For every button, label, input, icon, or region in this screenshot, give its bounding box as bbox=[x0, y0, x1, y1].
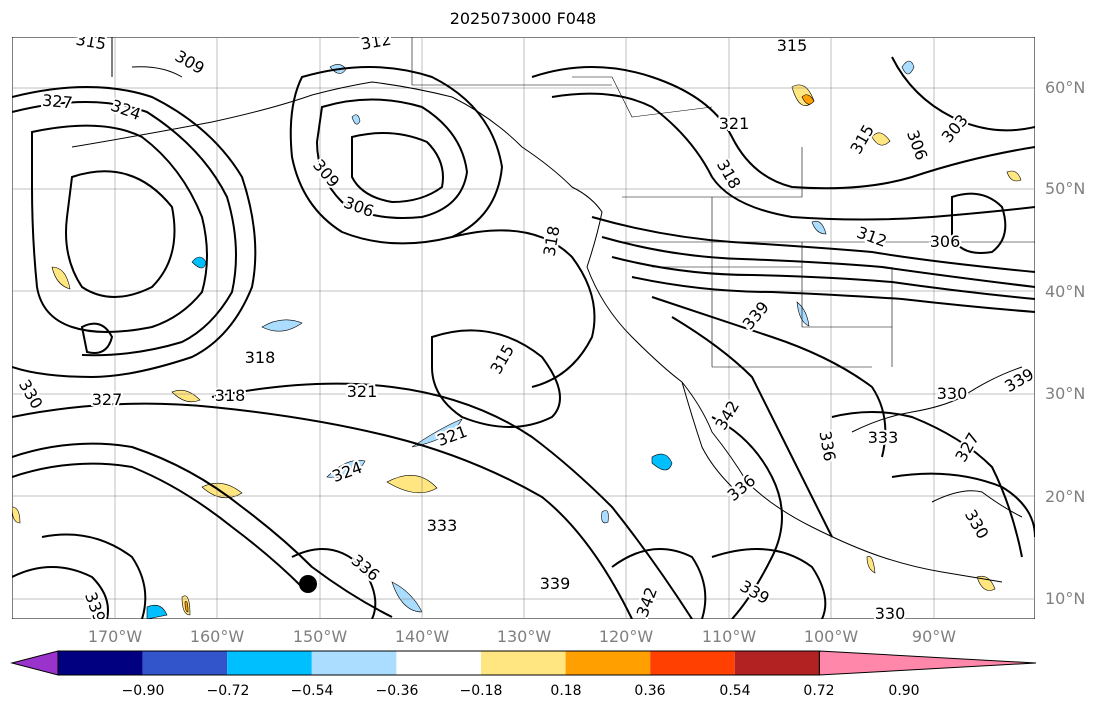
coastlines bbox=[71, 37, 1023, 583]
lon-label-160w: 160°W bbox=[189, 627, 245, 646]
colorbar-tick-label: 0.72 bbox=[803, 683, 835, 699]
lon-label-140w: 140°W bbox=[394, 627, 450, 646]
colorbar-tick-label: 0.18 bbox=[550, 683, 582, 699]
colorbar-segment bbox=[396, 651, 481, 675]
colorbar-tick-label: 0.36 bbox=[634, 683, 666, 699]
colorbar-tick-label: 0.90 bbox=[888, 683, 920, 699]
lat-label-20n: 20°N bbox=[1045, 487, 1086, 506]
contour-label: 327 bbox=[41, 91, 73, 113]
colorbar-tick-label: −0.90 bbox=[121, 683, 165, 699]
colorbar-segment bbox=[734, 651, 820, 675]
contour-lines bbox=[12, 56, 1035, 619]
colorbar-tick-label: −0.54 bbox=[290, 683, 334, 699]
lon-label-120w: 120°W bbox=[598, 627, 654, 646]
contour-label: 333 bbox=[868, 428, 899, 447]
lat-label-50n: 50°N bbox=[1045, 179, 1086, 198]
contour-label: 306 bbox=[930, 232, 961, 251]
colorbar-tick-label: −0.36 bbox=[375, 683, 419, 699]
lon-label-90w: 90°W bbox=[911, 627, 957, 646]
colorbar-extend-min bbox=[10, 650, 59, 676]
colorbar-tick-label: −0.72 bbox=[206, 683, 250, 699]
lon-label-150w: 150°W bbox=[292, 627, 348, 646]
colorbar-tick-label: −0.18 bbox=[459, 683, 503, 699]
shaded-patches bbox=[12, 60, 1022, 619]
contour-label: 330 bbox=[875, 604, 906, 619]
contour-label: 330 bbox=[937, 384, 968, 403]
contour-label: 315 bbox=[777, 37, 808, 55]
lat-label-10n: 10°N bbox=[1045, 589, 1086, 608]
lon-label-130w: 130°W bbox=[496, 627, 552, 646]
colorbar-tick-label: 0.54 bbox=[719, 683, 751, 699]
colorbar bbox=[10, 650, 1037, 676]
colorbar-segment bbox=[227, 651, 312, 675]
colorbar-segment bbox=[311, 651, 397, 675]
map-title: 2025073000 F048 bbox=[449, 9, 597, 28]
contour-label: 318 bbox=[245, 348, 276, 367]
contour-label: 339 bbox=[540, 574, 571, 593]
colorbar-outline bbox=[57, 650, 820, 676]
map-background bbox=[12, 37, 1035, 619]
colorbar-segment bbox=[481, 651, 566, 675]
colorbar-segment bbox=[142, 651, 228, 675]
colorbar-extend-max bbox=[818, 650, 1037, 676]
state-borders bbox=[411, 37, 1035, 368]
lat-label-30n: 30°N bbox=[1045, 384, 1086, 403]
storm-marker bbox=[299, 575, 317, 593]
lon-label-100w: 100°W bbox=[803, 627, 859, 646]
contour-label: 327 bbox=[92, 390, 123, 409]
contour-label: 333 bbox=[427, 516, 458, 535]
contour-label: 321 bbox=[347, 382, 378, 401]
lon-label-110w: 110°W bbox=[701, 627, 757, 646]
lat-label-40n: 40°N bbox=[1045, 282, 1086, 301]
colorbar-segment bbox=[565, 651, 651, 675]
contour-label: 321 bbox=[719, 114, 750, 133]
graticule bbox=[12, 37, 1035, 619]
colorbar-segment bbox=[650, 651, 735, 675]
lat-label-60n: 60°N bbox=[1045, 78, 1086, 97]
lon-label-170w: 170°W bbox=[87, 627, 143, 646]
colorbar-segment bbox=[58, 651, 143, 675]
contour-label: 318 bbox=[215, 386, 246, 405]
